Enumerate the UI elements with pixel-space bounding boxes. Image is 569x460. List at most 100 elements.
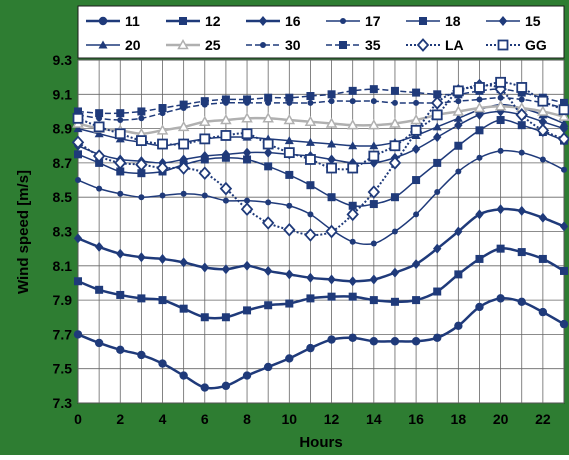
data-point-35 (369, 85, 378, 94)
data-point-12 (475, 254, 484, 263)
data-point-30 (307, 99, 314, 106)
data-point-35 (390, 86, 399, 95)
data-point-15 (538, 116, 548, 127)
x-tick-label: 4 (159, 411, 167, 427)
data-point-GG (305, 154, 316, 165)
axis-ticks: 9.3 9.1 8.9 8.7 8.5 8.3 8.1 7.9 7.7 7.5 7.30 2 4 6 8 10… (53, 52, 551, 427)
data-point-12 (285, 299, 294, 308)
data-point-16 (433, 243, 442, 254)
data-point-11 (348, 333, 357, 343)
data-point-25 (346, 119, 359, 130)
data-point-11 (200, 383, 209, 392)
data-point-25 (494, 100, 507, 111)
data-point-18 (390, 193, 399, 202)
data-point-17 (75, 177, 81, 184)
data-point-18 (348, 201, 357, 210)
data-point-25 (199, 115, 211, 126)
data-point-LA (431, 96, 444, 110)
data-point-12 (412, 296, 421, 305)
y-tick-label: 8.9 (53, 121, 73, 137)
data-point-12 (560, 266, 568, 275)
series-16 (73, 204, 569, 287)
x-tick-label: 22 (535, 411, 551, 427)
data-point-16 (475, 209, 484, 220)
data-point-16 (158, 253, 167, 264)
y-tick-label: 7.3 (53, 395, 73, 411)
data-point-18 (475, 126, 484, 135)
data-point-17 (159, 192, 166, 199)
data-point-16 (137, 252, 146, 263)
legend-label: 25 (205, 37, 221, 53)
data-point-18 (433, 158, 442, 167)
data-point-15 (200, 151, 209, 162)
data-point-12 (517, 248, 526, 257)
data-point-16 (411, 259, 421, 270)
data-point-30 (138, 115, 145, 122)
data-point-30 (497, 94, 504, 101)
data-point-LA (177, 161, 190, 175)
data-point-11 (73, 330, 83, 339)
series-lines (71, 76, 569, 392)
data-point-35 (433, 90, 442, 99)
data-point-17 (497, 147, 504, 154)
legend-label: LA (445, 37, 464, 53)
data-point-17 (455, 168, 462, 175)
x-tick-label: 18 (451, 411, 467, 427)
data-point-25 (473, 101, 486, 113)
data-point-12 (221, 313, 230, 322)
legend-label: 17 (365, 13, 381, 29)
data-point-18 (327, 193, 336, 202)
data-point-11 (390, 337, 400, 346)
data-point-17 (117, 190, 124, 197)
x-tick-label: 20 (493, 411, 509, 427)
legend-marker (260, 42, 266, 48)
y-axis-label: Wind speed [m/s] (15, 170, 32, 294)
data-point-30 (518, 96, 525, 103)
data-point-16 (73, 233, 83, 244)
data-point-16 (327, 274, 336, 285)
data-point-15 (263, 147, 273, 158)
data-point-GG (114, 128, 126, 140)
data-point-11 (369, 337, 379, 346)
data-point-17 (434, 189, 441, 196)
data-point-18 (412, 176, 421, 185)
data-point-35 (243, 95, 252, 104)
legend-item-35: 35 (326, 37, 381, 53)
data-point-LA (219, 181, 233, 196)
data-point-20 (432, 122, 442, 131)
data-point-17 (244, 197, 251, 204)
legend-marker (98, 40, 108, 49)
data-point-LA (557, 132, 569, 146)
data-point-16 (263, 265, 273, 276)
data-point-16 (538, 212, 548, 223)
data-point-35 (200, 97, 209, 106)
data-point-17 (539, 156, 546, 163)
data-point-LA (304, 228, 317, 242)
x-tick-label: 16 (408, 411, 424, 427)
series-GG (72, 76, 569, 174)
data-point-12 (74, 277, 82, 286)
data-point-11 (433, 333, 442, 343)
data-point-15 (221, 149, 231, 160)
data-point-20 (453, 113, 463, 122)
data-point-LA (135, 157, 148, 172)
legend-label: GG (525, 37, 547, 53)
data-point-25 (537, 105, 549, 116)
data-point-GG (410, 124, 422, 136)
legend-marker (497, 39, 509, 51)
data-point-35 (348, 86, 357, 95)
data-point-11 (116, 345, 125, 355)
data-point-11 (158, 359, 167, 368)
data-point-16 (221, 264, 231, 275)
data-point-12 (538, 254, 547, 263)
x-tick-label: 8 (243, 411, 251, 427)
data-point-35 (560, 98, 568, 107)
data-point-LA (536, 123, 550, 138)
legend-label: 35 (365, 37, 381, 53)
data-point-20 (348, 141, 358, 150)
data-point-GG (93, 121, 105, 133)
data-point-17 (561, 166, 567, 173)
data-point-LA (346, 207, 359, 222)
